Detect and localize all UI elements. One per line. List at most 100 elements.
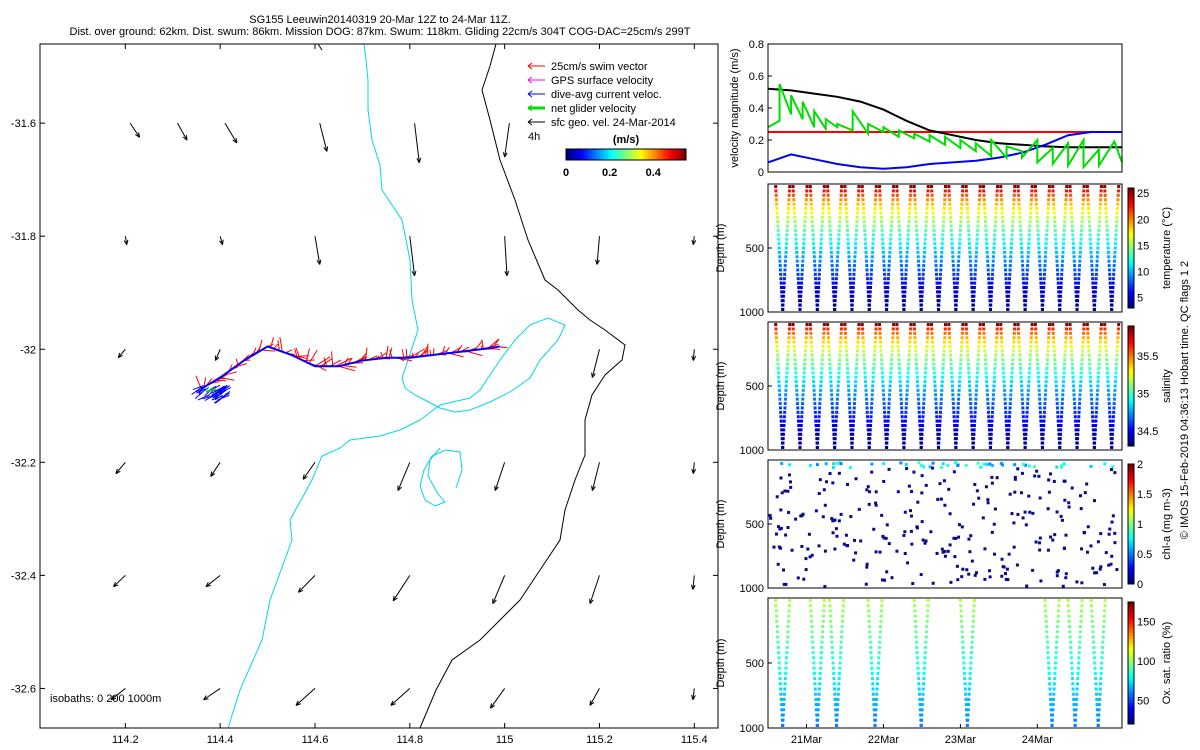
profile-point — [803, 362, 807, 366]
profile-point — [833, 437, 837, 441]
colorbar-cell — [1128, 581, 1134, 585]
profile-point — [873, 340, 877, 344]
colorbar-cell — [1128, 227, 1134, 231]
profile-point — [959, 211, 963, 215]
profile-point — [895, 323, 899, 327]
profile-point — [1056, 272, 1060, 276]
profile-point — [1024, 285, 1028, 289]
oxygen-point — [819, 651, 823, 655]
profile-point — [1096, 380, 1100, 384]
profile-point — [869, 281, 873, 285]
profile-point — [856, 193, 860, 197]
profile-point — [854, 366, 858, 370]
profile-point — [839, 336, 843, 340]
profile-point — [977, 211, 981, 215]
profile-point — [1017, 345, 1021, 349]
profile-point — [882, 255, 886, 259]
profile-point — [811, 366, 815, 370]
oxygen-point — [1079, 614, 1083, 618]
chl-point — [833, 518, 837, 522]
profile-point — [871, 237, 875, 241]
chl-point — [781, 568, 785, 572]
profile-point — [1029, 211, 1033, 215]
chl-point — [910, 542, 914, 546]
profile-point — [873, 215, 877, 219]
oxygen-point — [1099, 682, 1103, 686]
chl-point — [1055, 510, 1059, 514]
profile-point — [986, 272, 990, 276]
profile-point — [903, 285, 907, 289]
profile-point — [810, 207, 814, 211]
profile-point — [956, 277, 960, 281]
profile-point — [930, 336, 934, 340]
oxygen-point — [872, 708, 876, 712]
oxygen-point — [925, 614, 929, 618]
profile-point — [1093, 428, 1097, 432]
profile-point — [1007, 285, 1011, 289]
profile-point — [800, 406, 804, 410]
profile-point — [781, 445, 785, 449]
profile-point — [884, 290, 888, 294]
profile-point — [906, 366, 910, 370]
profile-point — [1096, 250, 1100, 254]
profile-point — [826, 323, 830, 327]
oxygen-point — [1091, 630, 1095, 634]
profile-point — [897, 353, 901, 357]
profile-point — [1009, 397, 1013, 401]
chl-point — [874, 550, 878, 554]
profile-point — [978, 193, 982, 197]
profile-point — [801, 388, 805, 392]
profile-point — [1089, 384, 1093, 388]
profile-point — [899, 402, 903, 406]
profile-point — [896, 211, 900, 215]
profile-point — [959, 358, 963, 362]
profile-point — [972, 423, 976, 427]
swim-vector — [277, 340, 280, 351]
colorbar-cell — [1128, 431, 1134, 435]
chl-point — [1115, 568, 1119, 572]
chl-point — [779, 508, 783, 512]
chl-point — [979, 465, 983, 469]
profile-point — [834, 415, 838, 419]
legend-arrowhead — [527, 76, 533, 84]
profile-point — [987, 285, 991, 289]
oxygen-point — [1078, 630, 1082, 634]
oxygen-point — [922, 677, 926, 681]
profile-point — [1094, 285, 1098, 289]
colorbar-cell — [1128, 338, 1134, 342]
colorbar-cell — [1128, 440, 1134, 444]
geo-vector — [492, 575, 506, 604]
profile-point — [907, 224, 911, 228]
profile-point — [1054, 246, 1058, 250]
profile-point — [805, 193, 809, 197]
profile-point — [845, 353, 849, 357]
profile-point — [785, 362, 789, 366]
profile-point — [819, 246, 823, 250]
chl-point — [1061, 584, 1065, 588]
profile-point — [861, 340, 865, 344]
chl-point — [952, 536, 956, 540]
profile-point — [1012, 345, 1016, 349]
oxygen-point — [830, 645, 834, 649]
profile-point — [1104, 207, 1108, 211]
profile-point — [779, 272, 783, 276]
profile-point — [850, 299, 854, 303]
profile-point — [995, 331, 999, 335]
profile-point — [1112, 264, 1116, 268]
oxygen-point — [1048, 692, 1052, 696]
profile-point — [1021, 402, 1025, 406]
oxygen-point — [875, 697, 879, 701]
profile-point — [879, 340, 883, 344]
chl-point — [1085, 482, 1089, 486]
isobath-label: isobaths: 0 200 1000m — [50, 693, 161, 705]
colorbar-cell — [1128, 269, 1134, 273]
profile-point — [1094, 281, 1098, 285]
profile-point — [883, 272, 887, 276]
profile-point — [846, 246, 850, 250]
profile-point — [932, 358, 936, 362]
profile-point — [1091, 423, 1095, 427]
profile-point — [950, 242, 954, 246]
profile-point — [947, 331, 951, 335]
profile-point — [1110, 432, 1114, 436]
oxygen-point — [867, 614, 871, 618]
